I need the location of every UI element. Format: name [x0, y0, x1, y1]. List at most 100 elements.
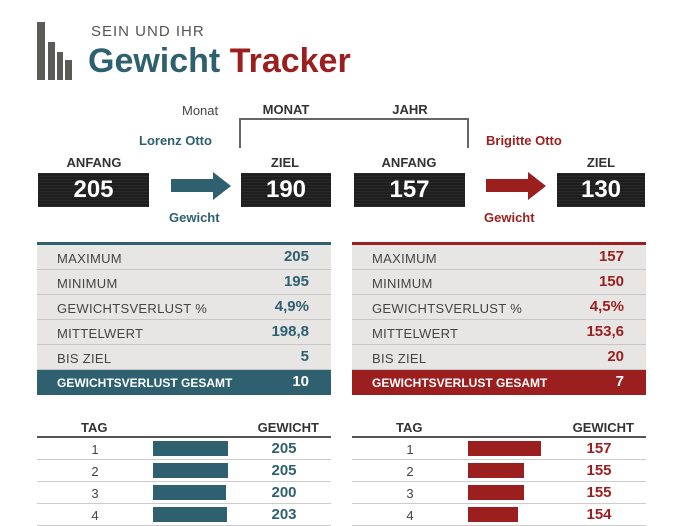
col-day-header: TAG — [396, 420, 423, 435]
her-start-value[interactable]: 157 — [354, 173, 465, 207]
table-header: TAG GEWICHT — [352, 418, 646, 438]
stat-label: GEWICHTSVERLUST % — [57, 301, 208, 316]
weight-cell: 205 — [271, 440, 297, 457]
total-value: 10 — [292, 373, 309, 390]
title-part-2: Tracker — [229, 42, 351, 80]
stat-value: 205 — [283, 248, 309, 265]
day-cell: 3 — [406, 486, 414, 501]
col-weight-header: GEWICHT — [572, 420, 634, 435]
total-label: GEWICHTSVERLUST GESAMT — [372, 376, 548, 390]
his-goal-label: ZIEL — [270, 155, 300, 170]
her-stat-row: MITTELWERT 153,6 — [352, 320, 646, 345]
period-option-monat[interactable]: MONAT — [262, 102, 310, 117]
col-weight-header: GEWICHT — [257, 420, 319, 435]
her-total-row: GEWICHTSVERLUST GESAMT 7 — [352, 370, 646, 395]
weight-bar — [468, 441, 541, 456]
table-row[interactable]: 4 203 — [37, 504, 331, 526]
logo-bar-3 — [57, 52, 63, 80]
his-stat-row: MITTELWERT 198,8 — [37, 320, 331, 345]
her-stats-panel: MAXIMUM 157 MINIMUM 150 GEWICHTSVERLUST … — [352, 242, 646, 395]
table-row[interactable]: 1 157 — [352, 438, 646, 460]
her-goal-label: ZIEL — [586, 155, 616, 170]
period-current-value[interactable]: Monat — [182, 103, 219, 118]
her-daily-table: TAG GEWICHT 1 157 2 155 3 155 4 154 — [352, 418, 646, 526]
period-option-jahr[interactable]: JAHR — [392, 102, 428, 117]
col-day-header: TAG — [81, 420, 108, 435]
table-header: TAG GEWICHT — [37, 418, 331, 438]
bar-chart-logo-icon — [37, 22, 45, 80]
her-stat-row: BIS ZIEL 20 — [352, 345, 646, 370]
day-cell: 4 — [91, 508, 99, 523]
his-daily-table: TAG GEWICHT 1 205 2 205 3 200 4 203 — [37, 418, 331, 526]
page-title: Gewicht Tracker — [88, 42, 351, 81]
her-stat-row: MAXIMUM 157 — [352, 245, 646, 270]
logo-bar-4 — [65, 60, 72, 80]
his-start-value[interactable]: 205 — [38, 173, 149, 207]
his-stat-row: MINIMUM 195 — [37, 270, 331, 295]
day-cell: 1 — [406, 442, 414, 457]
stat-label: MITTELWERT — [57, 326, 144, 341]
weight-cell: 157 — [586, 440, 612, 457]
stat-label: BIS ZIEL — [372, 351, 427, 366]
his-stats-panel: MAXIMUM 205 MINIMUM 195 GEWICHTSVERLUST … — [37, 242, 331, 395]
weight-cell: 155 — [586, 462, 612, 479]
his-stat-row: GEWICHTSVERLUST % 4,9% — [37, 295, 331, 320]
table-row[interactable]: 2 155 — [352, 460, 646, 482]
his-name: Lorenz Otto — [139, 133, 212, 148]
her-arrow-right-icon — [486, 172, 546, 200]
his-weight-label: Gewicht — [169, 210, 220, 225]
day-cell: 2 — [91, 464, 99, 479]
table-row[interactable]: 4 154 — [352, 504, 646, 526]
his-goal-value[interactable]: 190 — [241, 173, 331, 207]
her-stat-row: MINIMUM 150 — [352, 270, 646, 295]
day-cell: 4 — [406, 508, 414, 523]
stat-label: BIS ZIEL — [57, 351, 112, 366]
weight-cell: 203 — [271, 506, 297, 523]
her-name: Brigitte Otto — [486, 133, 562, 148]
stat-label: MITTELWERT — [372, 326, 459, 341]
table-row[interactable]: 2 205 — [37, 460, 331, 482]
stat-value: 5 — [300, 348, 309, 365]
stat-value: 4,5% — [589, 298, 624, 315]
his-stat-row: BIS ZIEL 5 — [37, 345, 331, 370]
stat-value: 153,6 — [586, 323, 624, 340]
weight-bar — [468, 463, 524, 478]
her-weight-label: Gewicht — [484, 210, 535, 225]
weight-bar — [153, 463, 228, 478]
table-row[interactable]: 1 205 — [37, 438, 331, 460]
weight-bar — [468, 507, 518, 522]
weight-bar — [153, 507, 227, 522]
day-cell: 3 — [91, 486, 99, 501]
stat-label: MAXIMUM — [57, 251, 122, 266]
weight-cell: 205 — [271, 462, 297, 479]
stat-value: 4,9% — [274, 298, 309, 315]
his-stat-row: MAXIMUM 205 — [37, 245, 331, 270]
total-label: GEWICHTSVERLUST GESAMT — [57, 376, 233, 390]
weight-bar — [153, 441, 228, 456]
his-arrow-right-icon — [171, 172, 231, 200]
page-subtitle: SEIN UND IHR — [91, 23, 205, 40]
stat-value: 20 — [607, 348, 624, 365]
stat-label: MINIMUM — [57, 276, 118, 291]
table-row[interactable]: 3 155 — [352, 482, 646, 504]
period-bracket — [239, 118, 469, 148]
stat-value: 150 — [598, 273, 624, 290]
stat-value: 195 — [283, 273, 309, 290]
table-row[interactable]: 3 200 — [37, 482, 331, 504]
weight-cell: 154 — [586, 506, 612, 523]
total-value: 7 — [615, 373, 624, 390]
stat-label: GEWICHTSVERLUST % — [372, 301, 523, 316]
stat-value: 157 — [598, 248, 624, 265]
title-part-1: Gewicht — [88, 42, 221, 80]
weight-bar — [468, 485, 524, 500]
stat-label: MAXIMUM — [372, 251, 437, 266]
her-goal-value[interactable]: 130 — [557, 173, 645, 207]
logo-bar-2 — [48, 42, 55, 80]
his-start-label: ANFANG — [66, 155, 122, 170]
weight-bar — [153, 485, 226, 500]
stat-label: MINIMUM — [372, 276, 433, 291]
weight-cell: 155 — [586, 484, 612, 501]
her-start-label: ANFANG — [381, 155, 437, 170]
her-stat-row: GEWICHTSVERLUST % 4,5% — [352, 295, 646, 320]
stat-value: 198,8 — [271, 323, 309, 340]
